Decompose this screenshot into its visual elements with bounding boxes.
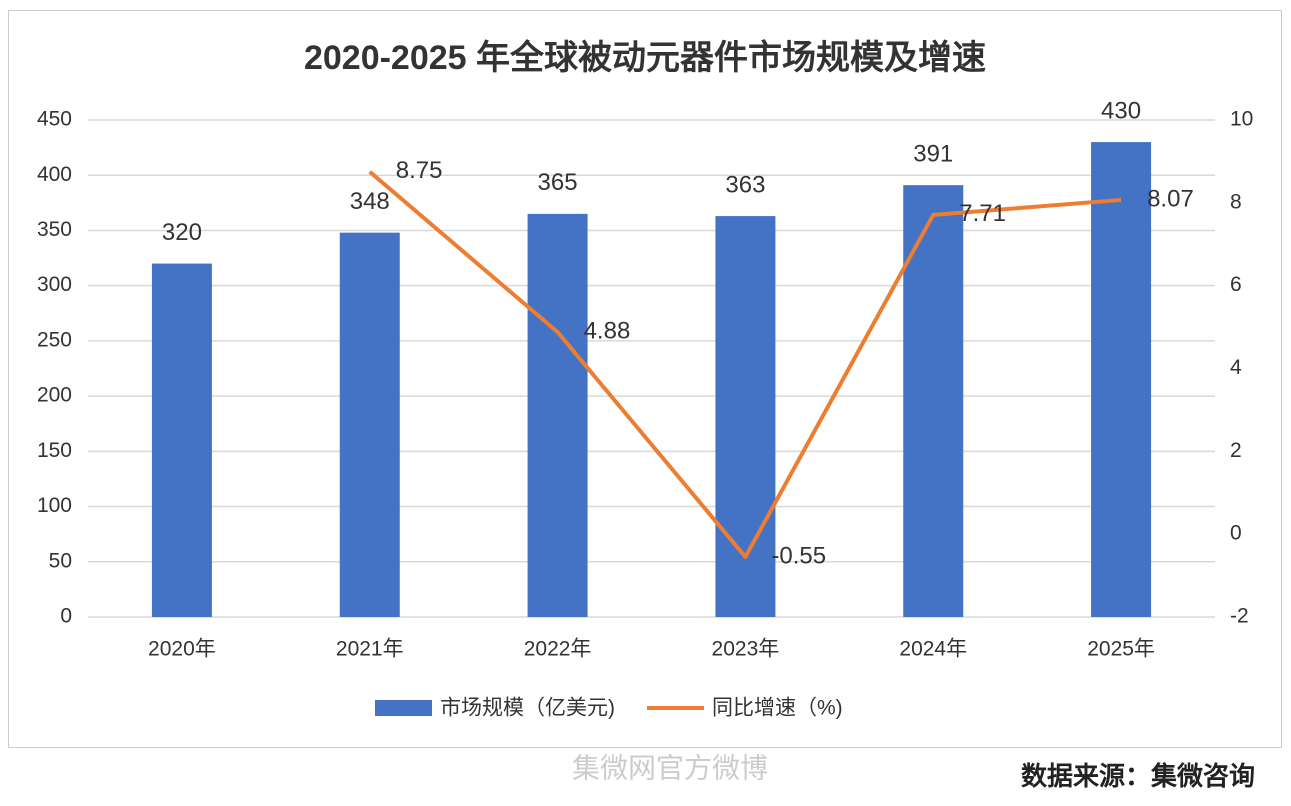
chart-frame (8, 10, 1282, 748)
data-label: 430 (1101, 97, 1141, 124)
y-tick-label: 150 (37, 439, 72, 462)
x-tick-label: 2023年 (712, 638, 780, 661)
legend-label: 市场规模（亿美元) (440, 697, 615, 720)
data-label: 320 (162, 219, 202, 246)
y-tick-label: 0 (60, 605, 72, 628)
data-label: 348 (350, 188, 390, 215)
y2-tick-label: 10 (1230, 108, 1253, 131)
data-label: -0.55 (771, 542, 826, 569)
source-note: 数据来源：集微咨询 (1021, 761, 1255, 791)
x-tick-label: 2025年 (1087, 638, 1155, 661)
data-label: 4.88 (584, 317, 631, 344)
y2-tick-label: 8 (1230, 190, 1242, 213)
y2-tick-label: 2 (1230, 439, 1242, 462)
bar (151, 263, 212, 617)
data-label: 7.71 (959, 200, 1006, 227)
bar (715, 216, 776, 617)
y-tick-label: 350 (37, 218, 72, 241)
y-tick-label: 100 (37, 494, 72, 517)
data-label: 8.07 (1147, 185, 1194, 212)
x-tick-label: 2022年 (524, 638, 592, 661)
data-label: 363 (725, 171, 765, 198)
data-label: 365 (538, 169, 578, 196)
y-tick-label: 250 (37, 328, 72, 351)
x-tick-label: 2021年 (336, 638, 404, 661)
y-tick-label: 50 (49, 549, 72, 572)
x-tick-label: 2024年 (899, 638, 967, 661)
bar (1091, 142, 1152, 618)
data-label: 8.75 (396, 157, 443, 184)
bar (527, 213, 588, 617)
x-tick-label: 2020年 (148, 638, 216, 661)
y-tick-label: 200 (37, 384, 72, 407)
watermark: 集微网官方微博 (572, 752, 768, 783)
y2-tick-label: -2 (1230, 605, 1249, 628)
bar (903, 185, 964, 617)
y2-tick-label: 4 (1230, 356, 1242, 379)
y2-tick-label: 6 (1230, 273, 1242, 296)
legend-swatch (375, 700, 432, 716)
y-tick-label: 400 (37, 163, 72, 186)
bar (339, 232, 400, 618)
y2-tick-label: 0 (1230, 522, 1242, 545)
legend-label: 同比增速（%) (712, 697, 843, 720)
line (368, 170, 1122, 559)
y-tick-label: 450 (37, 108, 72, 131)
y-tick-label: 300 (37, 273, 72, 296)
data-label: 391 (913, 141, 953, 168)
chart-title: 2020-2025 年全球被动元器件市场规模及增速 (304, 38, 986, 77)
